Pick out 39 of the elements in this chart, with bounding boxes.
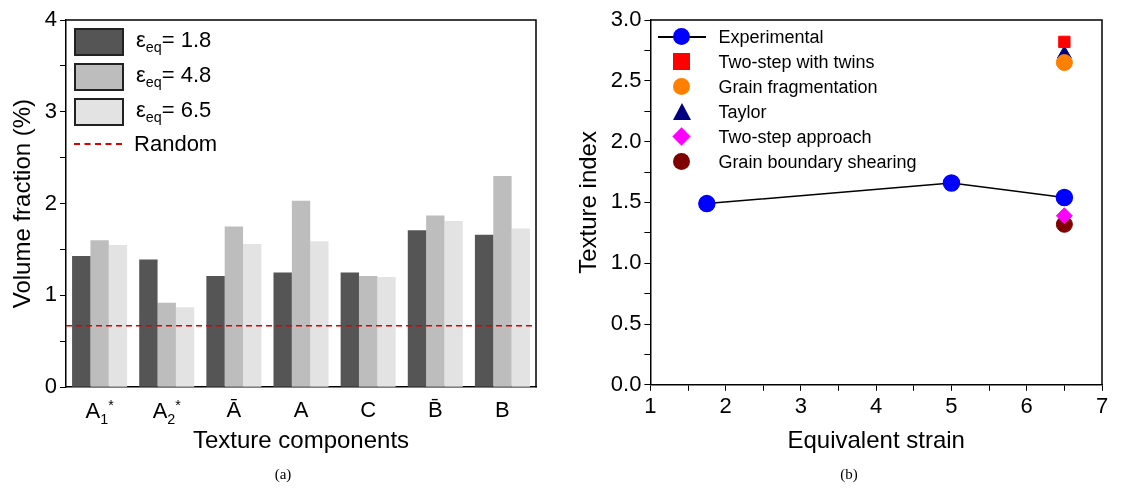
y-tick-label: 1.0 — [610, 249, 642, 275]
x-tick-label: 4 — [870, 393, 883, 419]
legend-label: ε$_{eq}$= 4.8 — [136, 62, 212, 91]
x-tick-label: B — [495, 397, 510, 424]
legend-label: ε$_{eq}$= 6.5 — [136, 97, 212, 126]
legend-label: ε$_{eq}$= 1.8 — [136, 27, 212, 56]
x-tick-label: Ā — [226, 397, 242, 424]
x-tick-label: A — [293, 397, 309, 424]
legend-label: Grain boundary shearing — [718, 152, 917, 172]
y-tick-label: 0.0 — [610, 370, 642, 396]
legend-label: Two-step with twins — [718, 52, 875, 72]
legend-label: Random — [134, 131, 218, 156]
y-tick-label: 2.0 — [610, 127, 642, 153]
text: (b) — [839, 466, 859, 483]
y-tick-label: 0.5 — [610, 310, 642, 336]
y-tick-label: 4 — [44, 6, 58, 32]
y-tick-label: 0 — [44, 373, 58, 399]
legend-label: Taylor — [718, 102, 767, 122]
x-tick-label: 6 — [1020, 393, 1033, 419]
y-tick-label: 1 — [44, 281, 58, 307]
x-tick-label: 7 — [1095, 393, 1109, 419]
text: (a) — [273, 466, 293, 483]
x-tick-label: 3 — [794, 393, 808, 419]
x-axis-title: Equivalent strain — [787, 426, 965, 454]
x-tick-label: 2 — [719, 393, 732, 419]
legend-label: Grain fragmentation — [718, 77, 878, 97]
y-tick-label: 3.0 — [610, 6, 642, 32]
y-tick-label: 1.5 — [610, 188, 642, 214]
y-axis-title: Texture index — [574, 131, 602, 274]
x-axis-title: Texture components — [192, 426, 410, 454]
x-tick-label: B̄ — [427, 397, 443, 424]
x-tick-label: C — [360, 397, 377, 424]
y-axis-title: Volume fraction (%) — [8, 98, 36, 309]
x-tick-label: 5 — [945, 393, 958, 419]
legend-label: Two-step approach — [718, 127, 872, 147]
legend-label: Experimental — [718, 27, 824, 47]
y-tick-label: 2 — [44, 189, 58, 215]
y-tick-label: 3 — [44, 97, 58, 123]
y-tick-label: 2.5 — [610, 66, 642, 92]
